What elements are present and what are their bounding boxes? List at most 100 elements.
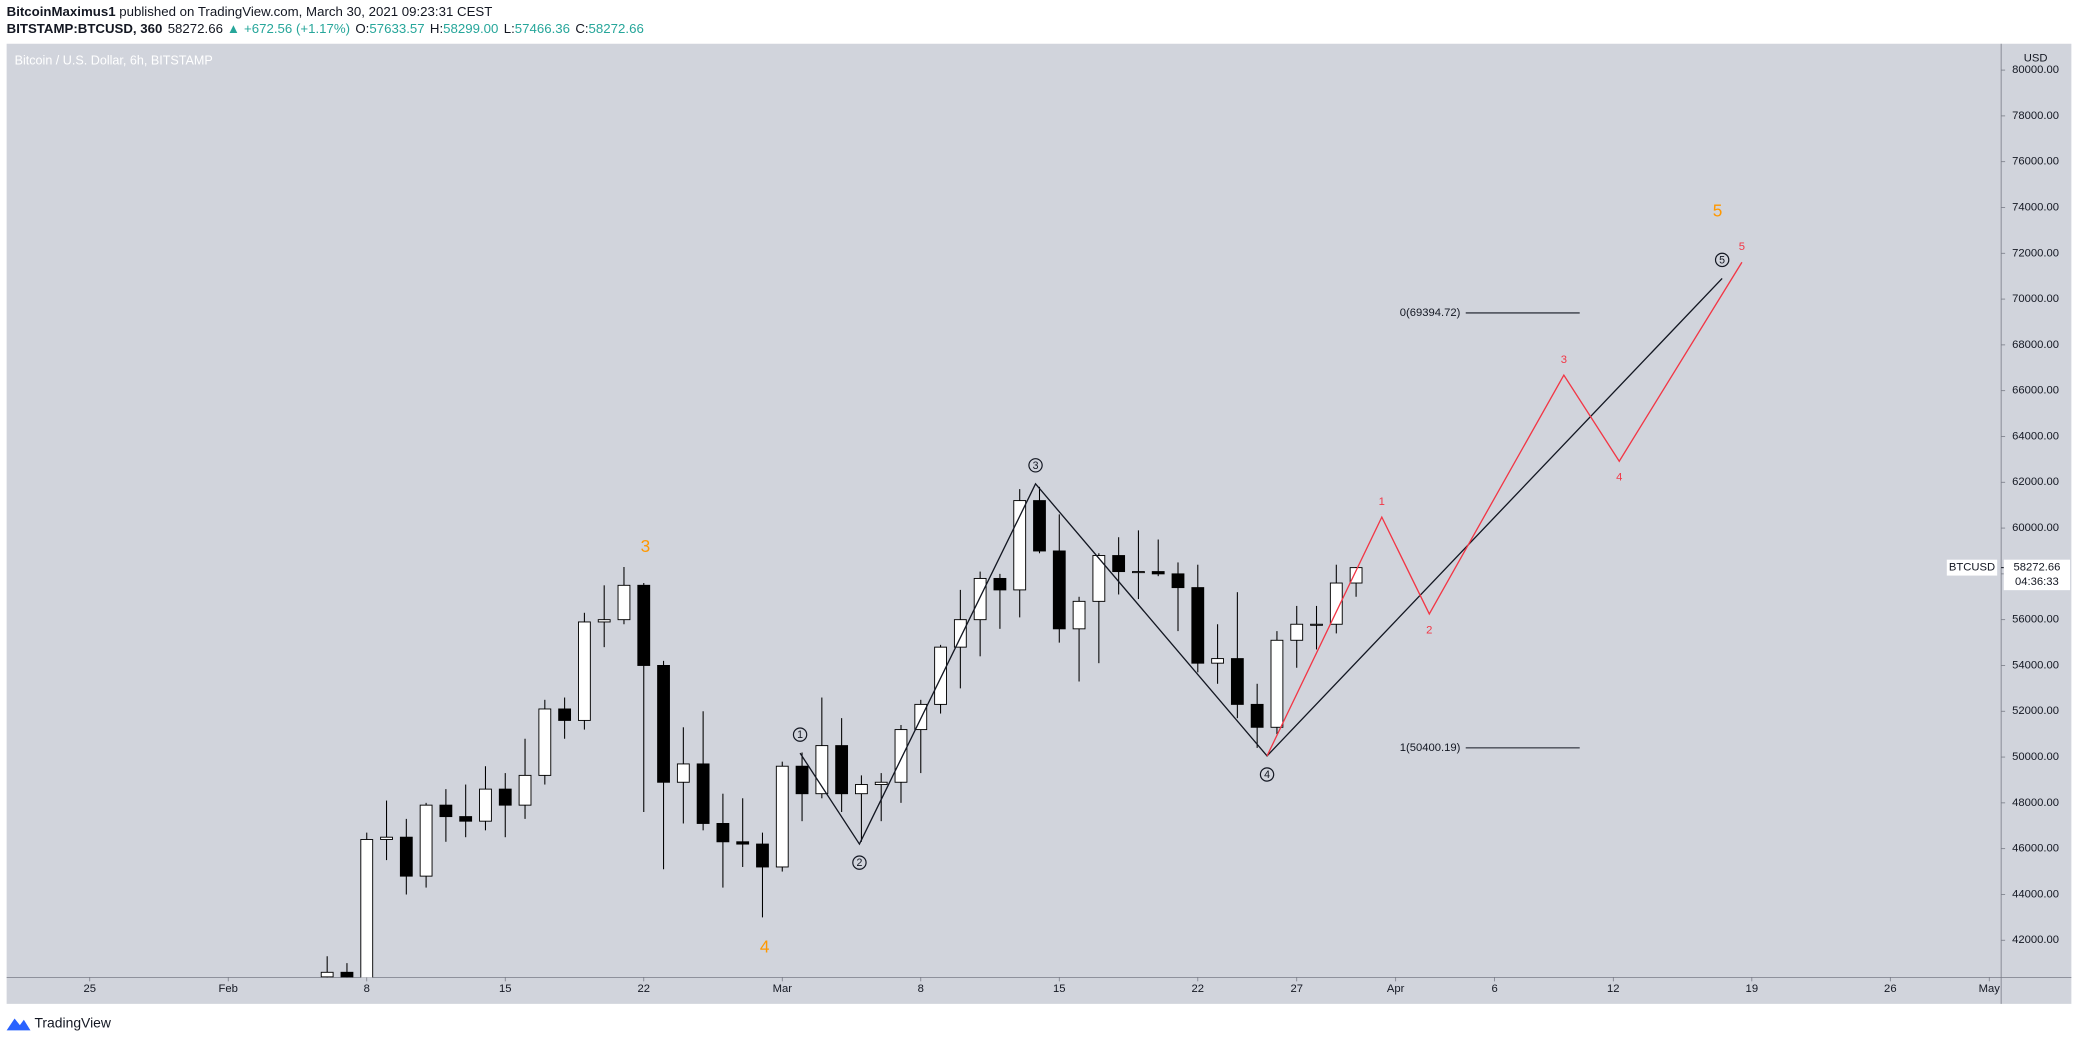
candle-body (637, 584, 651, 666)
candle (1290, 605, 1304, 668)
candle-body (973, 577, 987, 621)
symbol-line: BITSTAMP:BTCUSD, 360 58272.66 ▲ +672.56 (+1… (7, 21, 644, 36)
x-tick-label: 8 (918, 983, 924, 995)
candle-body (538, 708, 552, 776)
candle (637, 583, 651, 813)
candle-body (617, 584, 631, 621)
candle-body (657, 665, 670, 783)
x-tick-label: May (1979, 983, 2001, 995)
wave-circle (852, 855, 867, 870)
candle-body (1270, 639, 1284, 728)
candle (578, 612, 591, 730)
candle-body (597, 619, 611, 623)
y-tick-label: 76000.00 (2012, 156, 2059, 168)
candle-body (993, 577, 1007, 591)
candle (1230, 592, 1244, 719)
x-tick-label: 19 (1746, 983, 1759, 995)
candle-body (696, 763, 710, 824)
candle-body (558, 708, 572, 721)
price-tag-price: 58272.66 (2013, 562, 2060, 574)
candle-body (1132, 571, 1145, 574)
candle-body (1250, 703, 1264, 728)
x-tick-label: 8 (364, 983, 370, 995)
candle-body (1211, 658, 1224, 664)
y-tick-label: 54000.00 (2012, 659, 2059, 671)
x-tick-label: 25 (83, 983, 96, 995)
y-tick-label: 52000.00 (2012, 705, 2059, 717)
candle-body (399, 836, 413, 877)
wave-label: 3 (1033, 460, 1039, 472)
wave-label: 4 (1616, 472, 1622, 484)
direction: ▲ (227, 21, 240, 36)
candle-body (320, 971, 334, 978)
candle (1151, 539, 1165, 577)
candle-body (855, 784, 868, 795)
y-tick-label: 78000.00 (2012, 110, 2059, 122)
degree-label: 5 (1713, 201, 1723, 221)
y-tick-label: 48000.00 (2012, 797, 2059, 809)
y-tick-label: 46000.00 (2012, 843, 2059, 855)
wave-label: 2 (1426, 624, 1432, 636)
wave-line (799, 278, 1723, 846)
chart-title: Bitcoin / U.S. Dollar, 6h, BITSTAMP (15, 53, 213, 67)
ohlc-label: O: (355, 21, 369, 36)
brand: TradingView (34, 1014, 111, 1030)
candle-body (1191, 587, 1205, 664)
candle (459, 784, 473, 838)
x-tick-label: 26 (1884, 983, 1897, 995)
y-tick-label: 68000.00 (2012, 339, 2059, 351)
price-tag-value-box (2003, 559, 2071, 591)
candle-body (1052, 550, 1066, 630)
candle-body (815, 745, 829, 795)
y-tick-label: 62000.00 (2012, 476, 2059, 488)
candle-body (835, 745, 849, 795)
x-tick-label: 6 (1491, 983, 1497, 995)
y-tick-label: 44000.00 (2012, 888, 2059, 900)
candle-body (340, 971, 354, 978)
wave-circle (1028, 458, 1043, 473)
candle-body (419, 804, 433, 877)
author: BitcoinMaximus1 (7, 3, 116, 18)
wave-label: 1 (1379, 496, 1385, 508)
candle-body (1171, 573, 1185, 589)
ohlc-value: 57633.57 (369, 21, 424, 36)
candle-body (1112, 555, 1126, 573)
change: +672.56 (+1.17%) (244, 21, 350, 36)
y-tick-label: 80000.00 (2012, 64, 2059, 76)
y-tick-label: 64000.00 (2012, 430, 2059, 442)
wave-label: 3 (1561, 354, 1567, 366)
candle-body (934, 646, 947, 705)
fib-label: 1(50400.19) (1400, 742, 1461, 754)
candle (696, 711, 710, 831)
candle (419, 802, 433, 888)
x-tick-label: 22 (1192, 983, 1205, 995)
candle (1329, 564, 1343, 634)
candle (835, 718, 849, 813)
candle-body (578, 621, 591, 721)
candle (1132, 530, 1145, 600)
price-tag-symbol: BTCUSD (1949, 562, 1995, 574)
candle (914, 699, 928, 774)
candle (1033, 486, 1046, 554)
candle-body (1310, 623, 1323, 626)
x-tick-label: 27 (1290, 983, 1303, 995)
candle-body (1072, 600, 1086, 630)
x-tick-label: Mar (773, 983, 793, 995)
candle (657, 660, 670, 870)
candle (380, 800, 393, 861)
y-tick-label: 70000.00 (2012, 293, 2059, 305)
candle-body (498, 788, 512, 806)
candle-body (874, 781, 888, 786)
y-tick-label: 66000.00 (2012, 385, 2059, 397)
candle (1092, 553, 1106, 664)
logo (6, 1018, 31, 1031)
wave-label: 2 (856, 857, 862, 869)
candle-body (1230, 658, 1244, 705)
candle (399, 818, 413, 895)
candle (993, 573, 1007, 629)
y-tick-label: 42000.00 (2012, 934, 2059, 946)
candle (1171, 562, 1185, 632)
y-tick-label: 74000.00 (2012, 201, 2059, 213)
ohlc-value: 58299.00 (443, 21, 498, 36)
ohlc-value: 57466.36 (515, 21, 570, 36)
